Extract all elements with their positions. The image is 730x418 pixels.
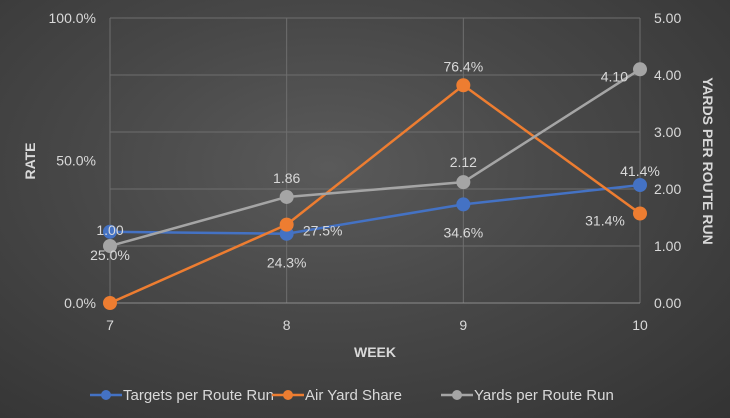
data-point — [456, 175, 471, 190]
y-right-tick-label: 0.00 — [654, 295, 681, 311]
y-right-tick-label: 5.00 — [654, 10, 681, 26]
x-tick-label: 8 — [283, 317, 291, 333]
data-label: 25.0% — [90, 247, 130, 263]
y-right-tick-label: 1.00 — [654, 238, 681, 254]
axes: 7 8 9 100.0%50.0%100.0%0.001.002.003.004.00… — [49, 10, 682, 333]
data-point — [279, 217, 294, 232]
y-axis-left-title: RATE — [22, 142, 38, 179]
data-label: 2.12 — [450, 154, 477, 170]
y-right-tick-label: 4.00 — [654, 67, 681, 83]
legend-label-2: Yards per Route Run — [474, 387, 614, 404]
data-label: 24.3% — [267, 255, 307, 271]
data-label: 76.4% — [443, 58, 483, 74]
data-point — [456, 78, 471, 93]
data-label: 27.5% — [303, 223, 343, 239]
x-tick-label: 10 — [632, 317, 648, 333]
legend-marker-0 — [101, 390, 111, 400]
y-left-tick-label: 50.0% — [56, 153, 96, 169]
series-line-2 — [109, 68, 641, 248]
y-axis-right-title: YARDS PER ROUTE RUN — [700, 77, 716, 245]
legend-label-0: Targets per Route Run — [123, 387, 274, 404]
x-tick-label: 7 — [106, 317, 114, 333]
data-point — [279, 189, 294, 204]
data-label: 31.4% — [585, 213, 625, 229]
data-point — [633, 62, 647, 77]
data-label: 1.86 — [273, 170, 300, 186]
legend-marker-2 — [452, 390, 462, 400]
y-left-tick-label: 100.0% — [49, 10, 96, 26]
data-point — [456, 197, 471, 212]
legend-marker-1 — [283, 390, 293, 400]
y-left-tick-label: 0.0% — [64, 295, 96, 311]
data-point — [633, 178, 647, 193]
data-label: 1.00 — [96, 222, 123, 238]
y-right-tick-label: 3.00 — [654, 124, 681, 140]
data-point — [103, 239, 117, 253]
series-layer — [103, 62, 647, 310]
data-label: 41.4% — [620, 163, 660, 179]
legend: Targets per Route Run Air Yard Share Yards… — [90, 387, 614, 404]
data-label: 4.10 — [601, 68, 628, 84]
grid — [109, 17, 641, 304]
data-point — [633, 206, 647, 221]
y-right-tick-label: 2.00 — [654, 181, 681, 197]
data-label: 34.6% — [443, 224, 483, 240]
series-line-0 — [109, 183, 641, 235]
data-point — [103, 296, 117, 310]
series-line-1 — [109, 84, 641, 305]
legend-label-1: Air Yard Share — [305, 387, 402, 404]
data-labels: 25.0% 24.3% 34.6% 41.4% 27.5% 76.4% 31.4% 1.00 1… — [90, 58, 660, 270]
x-axis-title: WEEK — [354, 344, 396, 360]
x-tick-label: 9 — [459, 317, 467, 333]
data-point — [103, 224, 117, 239]
